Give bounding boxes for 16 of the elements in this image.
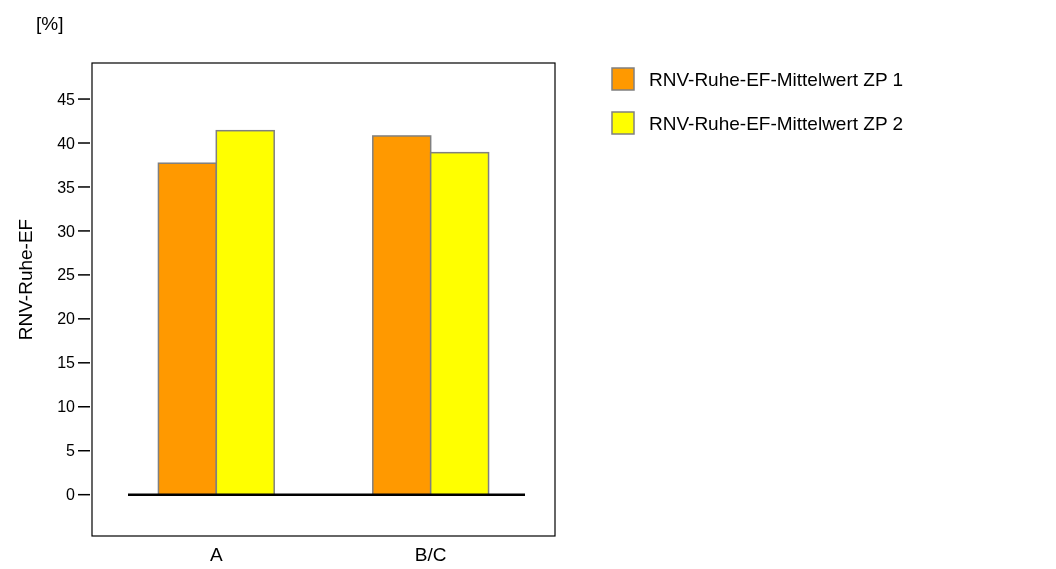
text: [%] [36,13,64,34]
y-axis-title: RNV-Ruhe-EF [15,218,36,341]
y-tick-label: 45 [57,90,76,108]
y-tick-label: 20 [57,310,76,328]
y-tick-label: 10 [57,398,76,416]
y-tick-label: 25 [57,266,76,284]
legend-label: RNV-Ruhe-EF-Mittelwert ZP 2 [649,112,904,134]
y-tick-label: 35 [57,178,76,196]
x-tick-label: A [209,544,223,565]
y-tick-label: 40 [57,134,76,152]
y-tick-label: 30 [57,222,76,240]
legend-label: RNV-Ruhe-EF-Mittelwert ZP 1 [649,68,904,90]
y-tick-label: 5 [66,442,76,460]
y-tick-label: 15 [57,354,76,372]
x-tick-label: B/C [414,544,447,565]
y-tick-label: 0 [66,486,76,504]
